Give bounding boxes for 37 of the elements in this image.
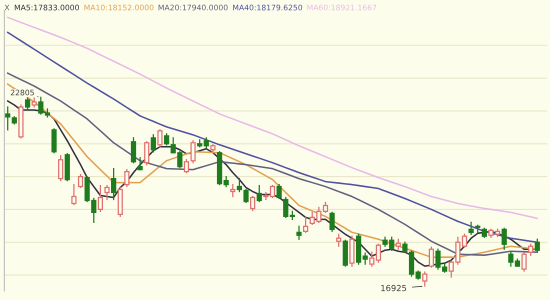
candlestick	[528, 244, 534, 256]
candlestick	[230, 184, 236, 198]
candlestick	[144, 141, 150, 166]
annotation: 16925	[381, 284, 406, 292]
candlestick	[342, 240, 348, 267]
candlestick	[296, 226, 302, 240]
candlestick	[51, 128, 57, 154]
candlestick	[5, 106, 10, 130]
candlestick	[428, 246, 434, 268]
candlestick	[104, 184, 110, 200]
candlestick	[303, 216, 308, 233]
candlestick	[243, 188, 249, 204]
candlestick	[98, 184, 104, 212]
candlestick	[250, 196, 256, 212]
candlestick	[534, 238, 540, 252]
candlestick	[138, 157, 143, 170]
candlestick	[468, 222, 474, 235]
candlestick	[124, 169, 130, 188]
candlestick	[71, 184, 77, 206]
candlestick	[422, 271, 428, 287]
candlestick	[256, 184, 262, 202]
candlestick	[276, 184, 282, 200]
candlestick	[349, 236, 355, 267]
candlestick	[236, 178, 242, 192]
candlestick	[329, 212, 335, 232]
candlestick	[396, 238, 401, 250]
candlestick	[502, 228, 507, 250]
candlestick	[111, 168, 116, 200]
candlestick	[475, 224, 480, 233]
candlestick	[157, 129, 163, 148]
candlestick	[150, 134, 156, 152]
candlestick	[24, 97, 30, 111]
candlestick	[130, 137, 136, 164]
candlestick	[58, 155, 64, 182]
candlestick	[521, 252, 527, 272]
candlestick	[78, 174, 84, 188]
candlestick	[336, 234, 342, 247]
